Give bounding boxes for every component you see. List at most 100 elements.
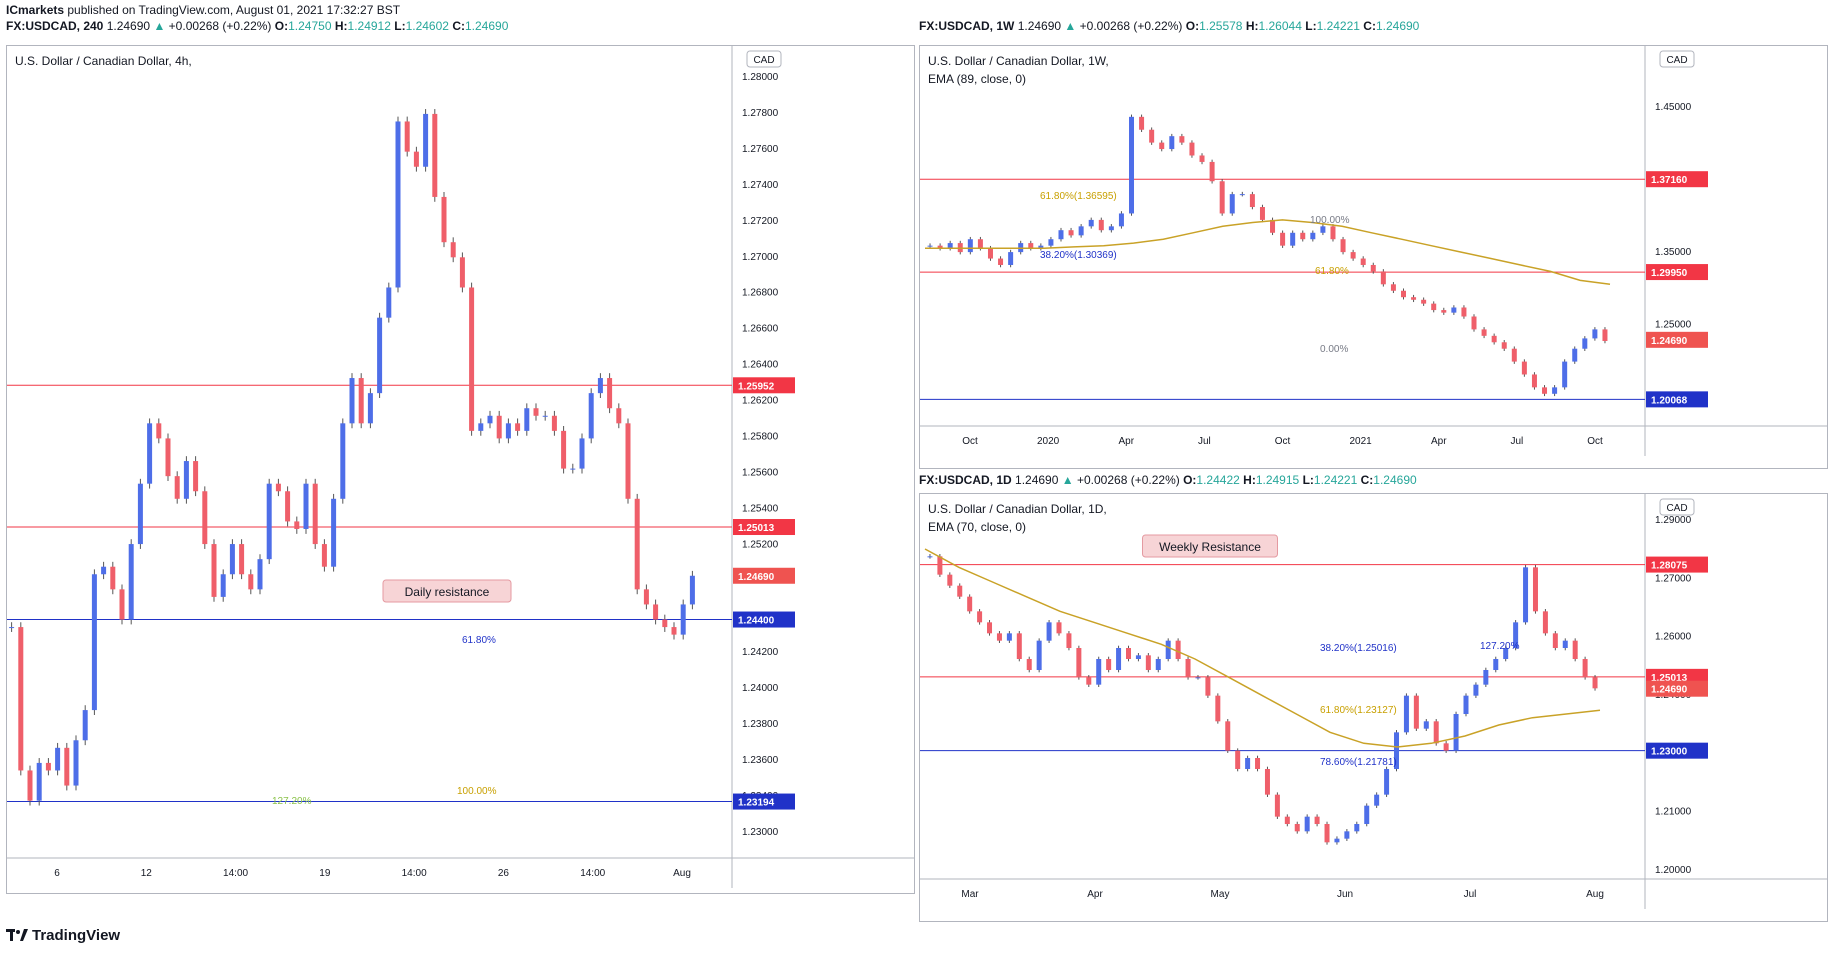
candle-body xyxy=(1149,129,1155,143)
candle-body xyxy=(579,438,585,469)
candle-body xyxy=(1531,374,1537,388)
candle-body xyxy=(1185,659,1191,678)
candle-body xyxy=(1400,290,1406,298)
x-tick-label: Jul xyxy=(1464,889,1477,900)
candle-body xyxy=(1129,116,1135,214)
candle-body xyxy=(496,415,502,439)
candle-body xyxy=(1304,816,1310,832)
candle-body xyxy=(653,604,659,620)
y-tick-label: 1.26600 xyxy=(742,324,779,335)
candle-body xyxy=(616,408,622,424)
candle-body xyxy=(937,556,943,575)
weekly-low: 1.24221 xyxy=(1316,19,1360,33)
chart-daily-svg[interactable]: 1.290001.270001.260001.240001.220001.210… xyxy=(920,494,1827,921)
chart-panel-weekly[interactable]: 1.450001.400001.350001.250001.20000Oct20… xyxy=(919,45,1828,469)
weekly-resistance-label: Weekly Resistance xyxy=(1159,540,1261,554)
candle-body xyxy=(183,461,189,499)
y-tick-label: 1.45000 xyxy=(1655,102,1692,113)
x-tick-label: 2020 xyxy=(1037,436,1060,447)
ema-line xyxy=(924,548,1601,748)
daily-open: 1.24422 xyxy=(1196,473,1240,487)
candle-body xyxy=(469,287,475,431)
candle-body xyxy=(996,633,1002,641)
candle-body xyxy=(957,585,963,597)
candle-body xyxy=(349,378,355,424)
x-tick-label: 6 xyxy=(54,868,60,879)
candle-body xyxy=(542,415,548,417)
candle-body xyxy=(1403,695,1409,733)
candle-body xyxy=(1125,648,1131,659)
candle-body xyxy=(331,498,337,567)
level-price-label: 1.23194 xyxy=(738,798,775,809)
low-value: 1.24602 xyxy=(405,19,449,33)
candle-body xyxy=(450,242,456,258)
candle-body xyxy=(1058,230,1064,240)
chart-title-weekly: U.S. Dollar / Canadian Dollar, 1W, EMA (… xyxy=(928,52,1109,88)
weekly-ticker: FX:USDCAD, 1W xyxy=(919,19,1015,33)
candle-body xyxy=(1255,758,1261,769)
candle-body xyxy=(285,491,291,522)
candle-body xyxy=(1108,226,1114,231)
candle-body xyxy=(1280,232,1286,246)
candle-body xyxy=(1592,677,1598,689)
candle-body xyxy=(1300,232,1306,240)
candle-body xyxy=(1562,640,1568,648)
candle-body xyxy=(1239,194,1245,196)
fib-label: 78.60%(1.21781) xyxy=(1320,757,1397,768)
candle-body xyxy=(551,415,557,431)
candle-body xyxy=(1270,219,1276,233)
fib-label: 0.00% xyxy=(1320,344,1348,355)
candle-body xyxy=(1310,232,1316,240)
candle-body xyxy=(478,423,484,431)
fib-label: 61.80% xyxy=(1315,266,1349,277)
candle-body xyxy=(340,423,346,499)
candle-body xyxy=(662,619,668,628)
candle-body xyxy=(1189,142,1195,156)
change-value: +0.00268 (+0.22%) xyxy=(168,19,272,33)
daily-resistance-label: Daily resistance xyxy=(405,585,490,599)
candle-body xyxy=(1324,824,1330,843)
chart-4h-svg[interactable]: 1.28000 1.27800 1.27600 1.27400 1.27200 1.270… xyxy=(7,46,914,893)
candle-body xyxy=(1483,670,1489,685)
x-tick-label: Oct xyxy=(1275,436,1291,447)
candle-body xyxy=(1340,239,1346,253)
y-tick-label: 1.26800 xyxy=(742,288,779,299)
tradingview-branding[interactable]: TradingView xyxy=(6,927,120,944)
y-tick-label: 1.26400 xyxy=(742,360,779,371)
candle-body xyxy=(137,483,143,545)
candle-body xyxy=(1523,567,1529,623)
chart-title-4h: U.S. Dollar / Canadian Dollar, 4h, xyxy=(15,54,192,68)
currency-badge xyxy=(1659,50,1695,68)
candle-body xyxy=(459,257,465,288)
candle-body xyxy=(1433,721,1439,744)
candle-body xyxy=(524,408,530,431)
candle-body xyxy=(1542,387,1548,394)
fib-label: 61.80%(1.23127) xyxy=(1320,705,1397,716)
candle-body xyxy=(1481,329,1487,336)
chart-weekly-svg[interactable]: 1.450001.400001.350001.250001.20000Oct20… xyxy=(920,46,1827,468)
candle-body xyxy=(607,378,613,409)
daily-high: 1.24915 xyxy=(1255,473,1300,487)
candle-body xyxy=(1078,226,1084,236)
level-price-label: 1.23000 xyxy=(1651,747,1688,758)
candle-body xyxy=(1284,816,1290,824)
publish-info: ICmarkets published on TradingView.com, … xyxy=(6,3,400,17)
chart-panel-4h[interactable]: 1.28000 1.27800 1.27600 1.27400 1.27200 1.270… xyxy=(6,45,915,894)
daily-change: +0.00268 (+0.22%) xyxy=(1076,473,1180,487)
tradingview-logo-icon xyxy=(6,928,28,944)
weekly-open: 1.25578 xyxy=(1199,19,1243,33)
y-tick-label: 1.25400 xyxy=(742,503,779,514)
y-tick-label: 1.35000 xyxy=(1655,247,1692,258)
chart-panel-daily[interactable]: 1.290001.270001.260001.240001.220001.210… xyxy=(919,493,1828,922)
candle-body xyxy=(1036,640,1042,670)
candle-body xyxy=(1320,226,1326,233)
candle-body xyxy=(1116,648,1122,670)
candle-body xyxy=(1155,659,1161,670)
y-tick-label: 1.26200 xyxy=(742,396,779,407)
daily-ticker-line: FX:USDCAD, 1D 1.24690 ▲ +0.00268 (+0.22%… xyxy=(919,473,1417,487)
candle-body xyxy=(1471,316,1477,330)
candle-body xyxy=(1491,335,1497,343)
high-value: 1.24912 xyxy=(347,19,391,33)
candle-body xyxy=(147,423,153,484)
level-price-label: 1.24400 xyxy=(738,616,775,627)
